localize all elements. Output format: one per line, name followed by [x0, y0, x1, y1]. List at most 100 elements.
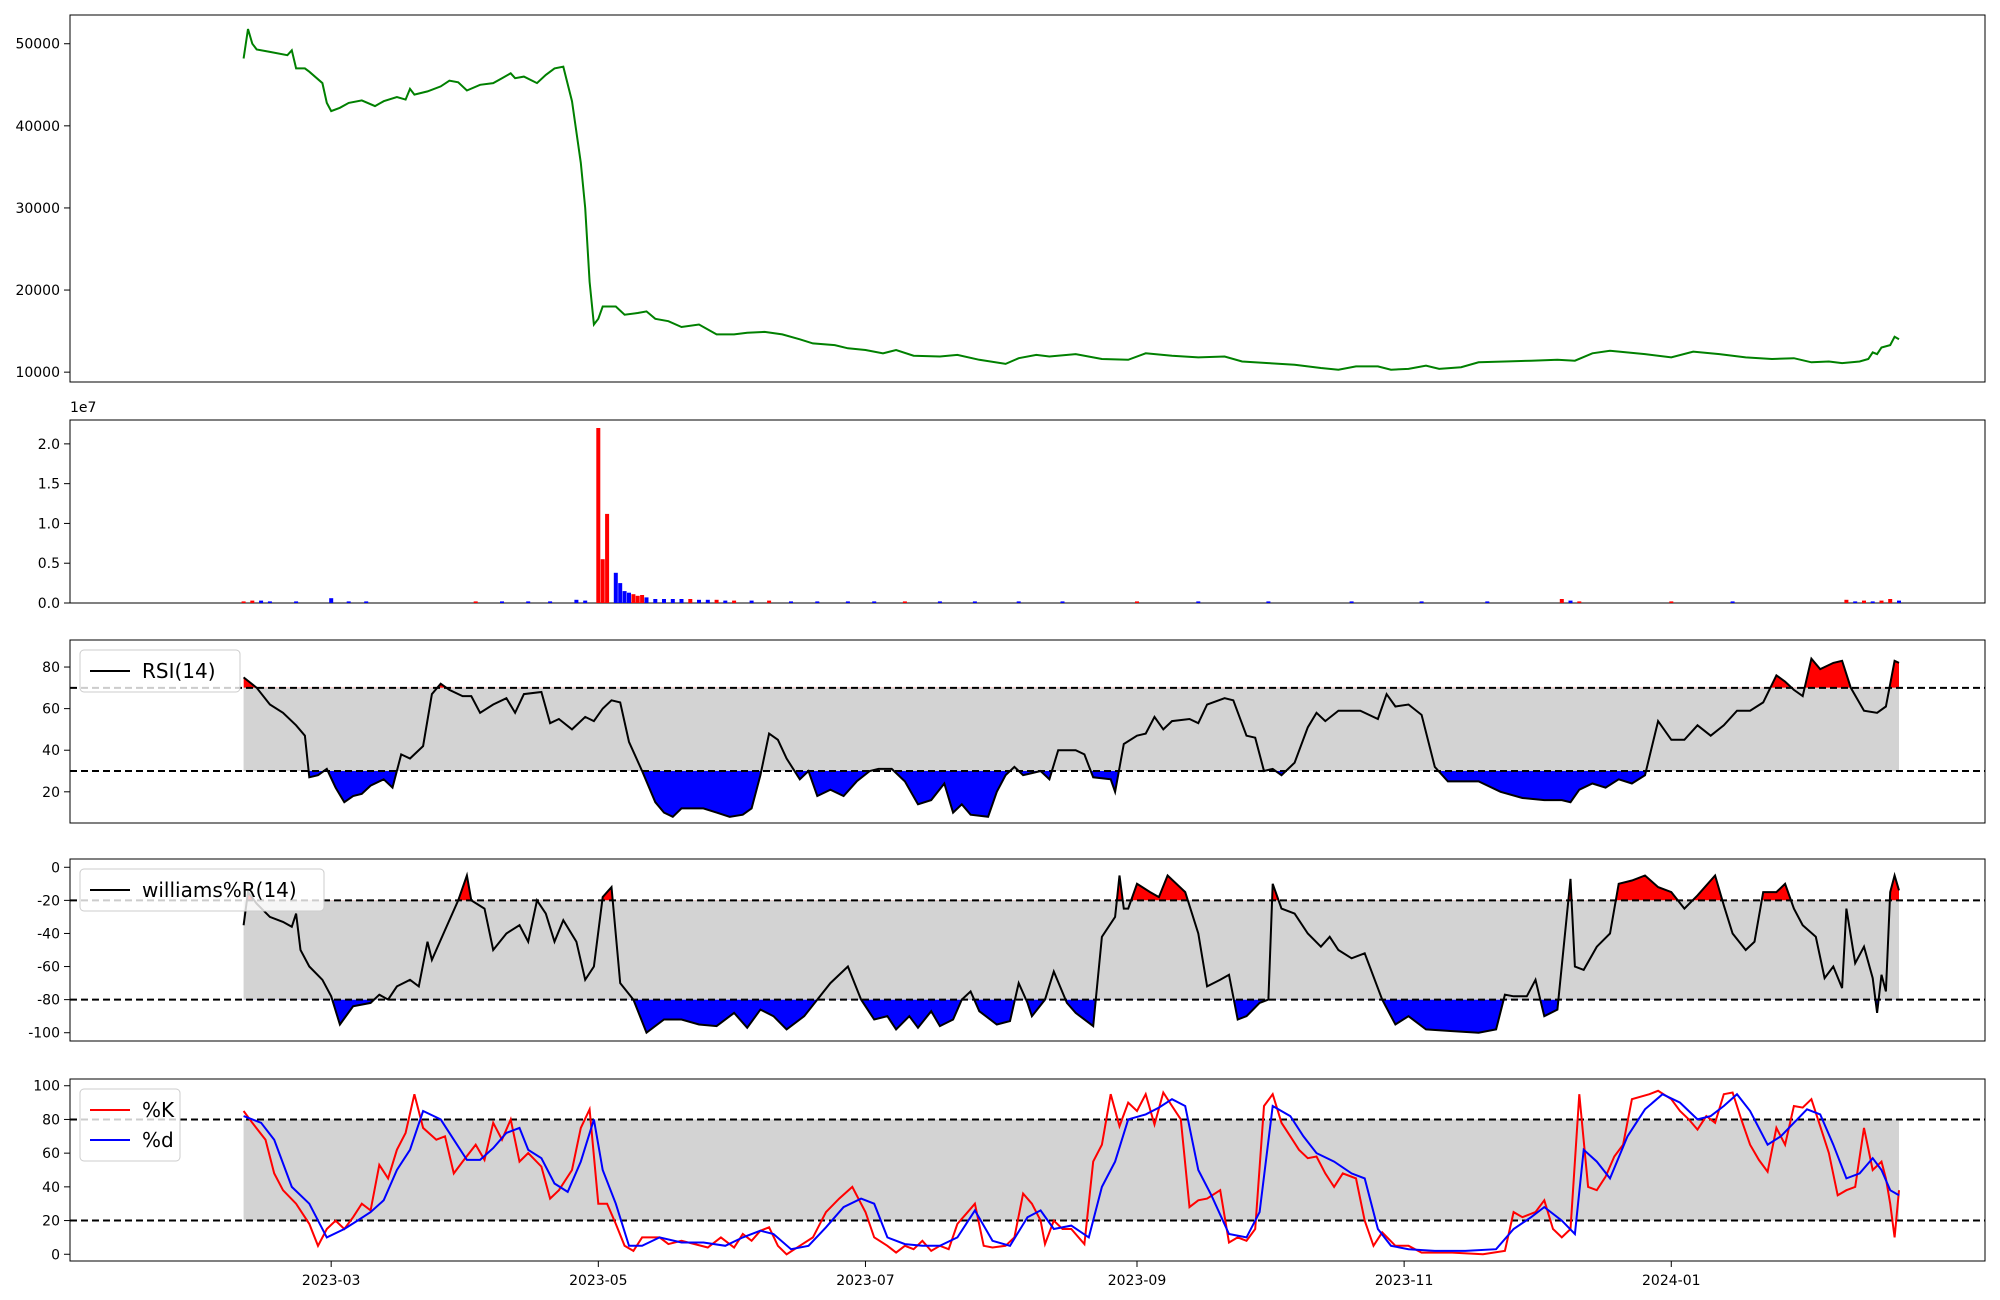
y-tick-label: 40	[42, 743, 60, 759]
volume-bar	[1870, 601, 1875, 603]
volume-bar	[644, 597, 649, 603]
y-tick-label: 50000	[15, 37, 60, 53]
y-tick-label: 80	[42, 1112, 60, 1128]
x-tick-label: 2023-09	[1108, 1273, 1167, 1289]
price-line	[242, 28, 1900, 371]
axes-frame	[69, 858, 1986, 1042]
legend-box	[79, 649, 241, 693]
volume-bar	[627, 592, 631, 603]
volume-bar	[1879, 600, 1884, 603]
legend-label: RSI(14)	[142, 659, 216, 683]
volume-bar	[622, 591, 627, 603]
volume-bar	[705, 599, 710, 603]
volume-bar	[526, 601, 531, 603]
volume-bar	[688, 599, 693, 603]
y-tick-label: 1.0	[38, 516, 60, 532]
y-tick-label: 0.5	[38, 556, 60, 572]
volume-bar	[972, 601, 977, 603]
volume-bar	[1853, 601, 1858, 603]
volume-bar	[1135, 601, 1139, 603]
volume-bar	[548, 601, 553, 603]
volume-bar	[605, 513, 610, 603]
volume-bar	[1862, 600, 1866, 603]
axes-frame	[69, 14, 1986, 383]
scale-label: 1e7	[70, 400, 96, 416]
y-tick-label: 1.5	[38, 477, 60, 493]
volume-bar	[697, 599, 701, 603]
neutral-band	[243, 1119, 1900, 1221]
volume-bar	[329, 598, 334, 603]
oversold-fill	[308, 771, 1647, 817]
volume-bar	[723, 600, 728, 603]
volume-bar	[937, 601, 942, 603]
volume-bar	[583, 600, 588, 603]
volume-bar	[902, 601, 907, 603]
neutral-band	[243, 687, 1900, 772]
y-tick-label: -40	[37, 926, 60, 942]
y-tick-label: 2.0	[38, 437, 60, 453]
y-tick-label: 100	[33, 1079, 60, 1095]
volume-bar	[267, 601, 272, 603]
volume-bar	[815, 601, 820, 603]
volume-bar	[872, 601, 877, 603]
volume-bar	[1559, 599, 1564, 603]
williams-r-panel: -100 -80 -60 -40 -20 0 williams%R(14)	[28, 858, 1986, 1042]
volume-bar	[1196, 601, 1201, 603]
y-tick-label: 30000	[15, 201, 60, 217]
volume-bar	[789, 601, 793, 603]
legend-box	[79, 1088, 181, 1162]
series-line	[242, 871, 1900, 1035]
volume-bar	[679, 599, 684, 603]
volume-bar	[346, 601, 351, 603]
volume-bar	[1730, 601, 1735, 603]
date-axis: 2023-03 2023-05 2023-07 2023-09 2023-11 2024-…	[302, 1261, 1701, 1289]
volume-bar	[732, 600, 737, 603]
legend-label: williams%R(14)	[142, 878, 297, 902]
volume-panel: 0.0 0.5 1.0 1.5 2.0 1e7	[38, 400, 1986, 612]
volume-bar	[845, 601, 850, 603]
axes-frame	[69, 639, 1986, 824]
x-tick-label: 2023-07	[836, 1273, 895, 1289]
volume-bar	[714, 599, 719, 603]
series-line	[243, 1092, 1900, 1252]
legend-box	[79, 868, 325, 912]
axes-frame	[69, 1078, 1986, 1262]
volume-bar	[1016, 601, 1021, 603]
volume-bar	[1419, 601, 1424, 603]
y-tick-label: -100	[28, 1026, 60, 1042]
stochastic-panel: 0 20 40 60 80 100 %K %d	[33, 1078, 1986, 1263]
y-tick-label: 20	[42, 1214, 60, 1230]
volume-bar	[631, 594, 636, 603]
y-tick-label: 60	[42, 702, 60, 718]
y-tick-label: 0	[51, 860, 60, 876]
y-tick-label: -60	[37, 960, 60, 976]
volume-bar	[640, 595, 645, 603]
oversold-fill	[332, 999, 1879, 1033]
volume-bar	[250, 600, 255, 603]
x-tick-label: 2023-05	[569, 1273, 628, 1289]
y-tick-label: 40000	[15, 119, 60, 135]
series-line	[242, 656, 1900, 819]
y-tick-label: 20000	[15, 283, 60, 299]
x-tick-label: 2024-01	[1642, 1273, 1701, 1289]
volume-bar	[473, 601, 478, 603]
y-tick-label: 0.0	[38, 596, 60, 612]
y-tick-label: 60	[42, 1146, 60, 1162]
price-panel: 10000 20000 30000 40000 50000	[15, 14, 1986, 383]
volume-bar	[662, 599, 666, 603]
y-tick-label: 40	[42, 1180, 60, 1196]
legend-label: %d	[142, 1128, 174, 1152]
volume-bar	[1349, 601, 1354, 603]
volume-bar	[1266, 601, 1271, 603]
volume-bar	[294, 601, 299, 603]
volume-bar	[749, 600, 754, 603]
y-tick-label: -80	[37, 993, 60, 1009]
volume-bar	[1897, 600, 1901, 603]
legend-label: %K	[142, 1098, 175, 1122]
y-tick-label: 0	[51, 1247, 60, 1263]
x-tick-label: 2023-03	[302, 1273, 361, 1289]
neutral-band	[243, 900, 1900, 1000]
volume-bar	[596, 428, 601, 603]
volume-bar	[500, 601, 504, 603]
